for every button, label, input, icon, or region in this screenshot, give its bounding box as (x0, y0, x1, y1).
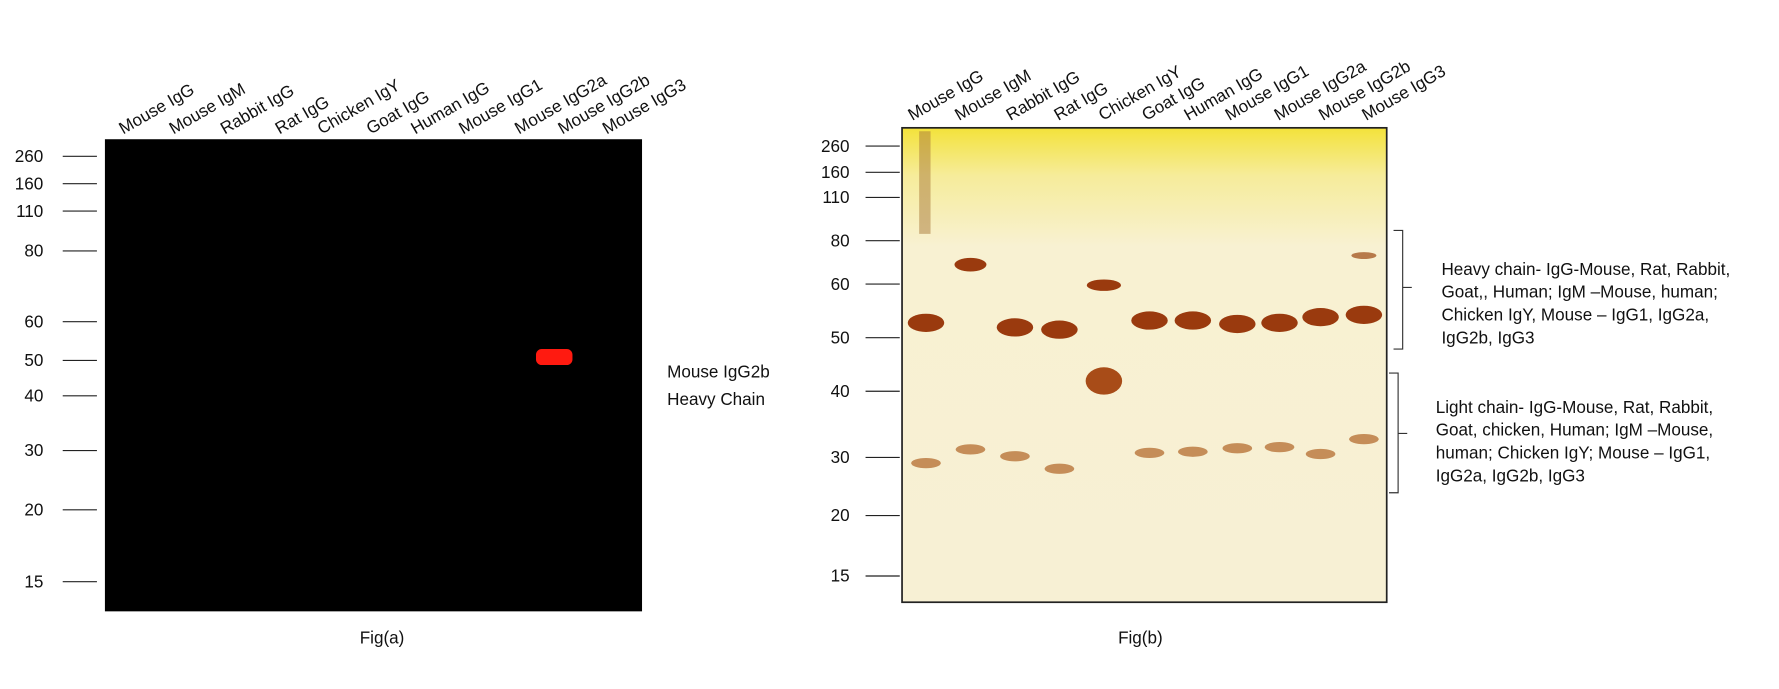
band (1041, 320, 1078, 339)
marker-label: 40 (831, 382, 850, 401)
marker-label: 30 (831, 448, 850, 467)
marker-label: 110 (822, 188, 849, 207)
marker-label: 260 (15, 147, 44, 166)
smear (919, 131, 931, 234)
band (911, 457, 941, 469)
marker-label: 160 (15, 174, 44, 193)
band (954, 257, 987, 272)
band (1000, 451, 1030, 462)
marker-label: 15 (24, 572, 43, 591)
band (1086, 279, 1121, 291)
marker-label: 60 (831, 275, 850, 294)
band (535, 349, 573, 366)
band (1044, 463, 1075, 474)
marker-label: 110 (16, 202, 43, 221)
gel-b (901, 126, 1388, 604)
band (1305, 448, 1336, 460)
brace (1388, 372, 1408, 494)
annotation: Heavy chain- IgG-Mouse, Rat, Rabbit, (1441, 260, 1730, 279)
marker-label: 60 (24, 312, 43, 331)
band (955, 444, 986, 455)
marker-label: 50 (24, 351, 43, 370)
band (996, 318, 1034, 337)
marker-label: 160 (821, 163, 850, 182)
band (1085, 367, 1123, 395)
blot-a (104, 139, 643, 612)
annotation: Heavy Chain (667, 390, 765, 409)
caption: Fig(a) (360, 628, 405, 647)
band (1219, 314, 1256, 334)
marker-label: 260 (821, 137, 850, 156)
band (1178, 446, 1208, 457)
marker-label: 15 (831, 567, 850, 586)
band (1264, 442, 1295, 453)
annotation: Chicken IgY, Mouse – IgG1, IgG2a, (1441, 306, 1709, 325)
marker-label: 50 (831, 328, 850, 347)
annotation: Goat, chicken, Human; IgM –Mouse, (1436, 421, 1713, 440)
band (1174, 311, 1212, 330)
band (1134, 447, 1165, 458)
caption: Fig(b) (1118, 628, 1163, 647)
band (1131, 311, 1168, 330)
band (1222, 443, 1253, 454)
annotation: IgG2a, IgG2b, IgG3 (1436, 466, 1585, 485)
band (1302, 308, 1339, 327)
band (1261, 313, 1298, 332)
marker-label: 80 (831, 231, 850, 250)
brace (1393, 229, 1412, 350)
band (1345, 305, 1383, 324)
annotation: human; Chicken IgY; Mouse – IgG1, (1436, 444, 1710, 463)
band (1351, 252, 1377, 259)
annotation: Mouse IgG2b (667, 363, 770, 382)
marker-label: 20 (831, 506, 850, 525)
band (907, 313, 945, 332)
annotation: Goat,, Human; IgM –Mouse, human; (1441, 283, 1717, 302)
marker-label: 30 (24, 441, 43, 460)
band (1349, 434, 1379, 445)
annotation: Light chain- IgG-Mouse, Rat, Rabbit, (1436, 398, 1713, 417)
marker-label: 20 (24, 501, 43, 520)
marker-label: 80 (24, 242, 43, 261)
marker-label: 40 (24, 387, 43, 406)
annotation: IgG2b, IgG3 (1441, 328, 1534, 347)
